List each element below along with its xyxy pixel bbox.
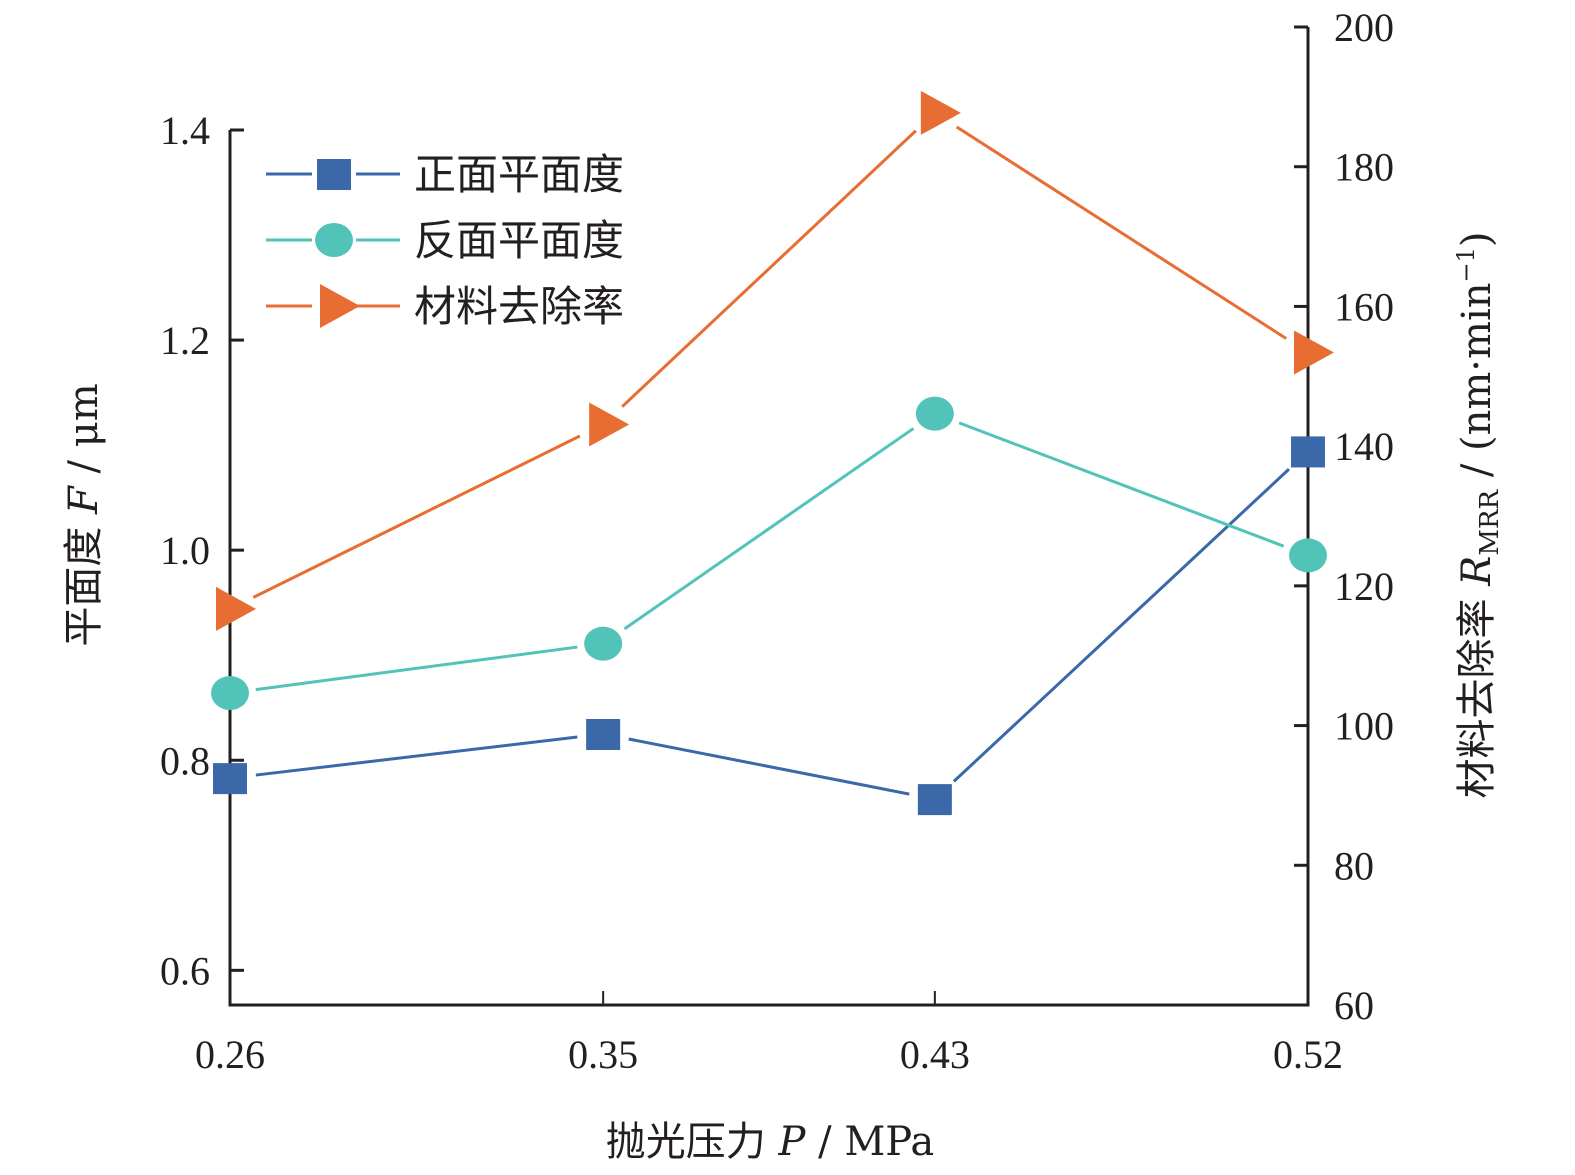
x-tick-label: 0.43 <box>900 1032 970 1077</box>
y-axis-left-title: 平面度 F / μm <box>61 383 107 646</box>
series-line-segment <box>623 427 915 631</box>
series-layer <box>211 90 1334 816</box>
series-1 <box>213 436 1325 816</box>
x-axis-title: 抛光压力 P / MPa <box>606 1119 934 1165</box>
y-axis-right-title-prefix: 材料去除率 <box>1454 586 1500 799</box>
legend-label: 材料去除率 <box>414 282 624 331</box>
data-point-circle <box>1289 538 1327 573</box>
data-point-square <box>917 784 952 816</box>
y-axis-right-title-end: ) <box>1454 231 1500 247</box>
x-axis-title-suffix: / MPa <box>805 1119 934 1165</box>
y-axis-right-title-mid: / (nm·min <box>1454 282 1500 489</box>
legend-item: 反面平面度 <box>266 216 624 265</box>
y-right-tick-label: 200 <box>1334 5 1394 50</box>
axes: 0.6 0.8 1.0 1.2 1.4 60 80 100 120 140 160 180 200 0.2… <box>160 5 1394 1077</box>
y-right-tick-label: 140 <box>1334 424 1394 469</box>
legend-label: 正面平面度 <box>414 150 624 199</box>
data-point-square <box>586 718 621 750</box>
y-right-tick-label: 100 <box>1334 704 1394 749</box>
series-line-segment <box>621 129 917 408</box>
data-point-square <box>213 763 247 795</box>
series-line-segment <box>955 125 1287 340</box>
legend-label: 反面平面度 <box>414 216 624 265</box>
y-axis-left-title-var: F <box>61 485 107 515</box>
series-line-segment <box>958 421 1285 548</box>
data-point-circle <box>211 676 249 711</box>
y-left-tick-label: 0.8 <box>160 738 210 783</box>
series-line-segment <box>952 468 1291 783</box>
data-point-triangle-right <box>589 402 630 447</box>
y-right-tick-label: 160 <box>1334 284 1394 329</box>
x-axis-title-var: P <box>777 1119 806 1165</box>
x-tick-label: 0.52 <box>1273 1032 1343 1077</box>
y-axis-right-title-sub: MRR <box>1475 488 1505 555</box>
series-line-segment <box>252 434 581 599</box>
series-line-segment <box>628 737 910 796</box>
legend-marker-triangle-right <box>320 284 360 328</box>
y-left-tick-label: 1.4 <box>160 108 210 153</box>
data-point-circle <box>584 626 623 661</box>
y-left-tick-label: 1.2 <box>160 318 210 363</box>
y-right-tick-label: 180 <box>1334 145 1394 190</box>
data-point-triangle-right <box>1294 330 1334 375</box>
series-2 <box>211 396 1327 711</box>
legend-item: 正面平面度 <box>266 150 624 199</box>
series-line-segment <box>255 645 578 692</box>
data-point-triangle-right <box>920 90 961 135</box>
y-axis-left-title-suffix: / μm <box>61 383 107 486</box>
legend-item: 材料去除率 <box>266 282 624 331</box>
y-right-tick-label: 60 <box>1334 983 1374 1028</box>
y-axis-right-title-var: R <box>1454 556 1500 587</box>
y-axis-right-title: 材料去除率 RMRR / (nm·min−1) <box>1452 231 1505 798</box>
y-left-tick-label: 0.6 <box>160 948 210 993</box>
series-line-segment <box>255 735 578 777</box>
x-tick-label: 0.35 <box>568 1032 638 1077</box>
x-tick-label: 0.26 <box>195 1032 265 1077</box>
data-point-square <box>1291 436 1325 468</box>
legend-marker-circle <box>315 223 353 257</box>
y-axis-right-title-sup: −1 <box>1452 247 1480 282</box>
y-right-tick-label: 120 <box>1334 564 1394 609</box>
y-left-tick-label: 1.0 <box>160 528 210 573</box>
series-3 <box>216 90 1334 631</box>
data-point-triangle-right <box>216 586 256 631</box>
data-point-circle <box>915 396 954 431</box>
legend-marker-square <box>317 159 351 190</box>
y-right-tick-label: 80 <box>1334 843 1374 888</box>
y-axis-left-title-prefix: 平面度 <box>61 514 107 647</box>
x-axis-title-prefix: 抛光压力 <box>606 1119 779 1165</box>
